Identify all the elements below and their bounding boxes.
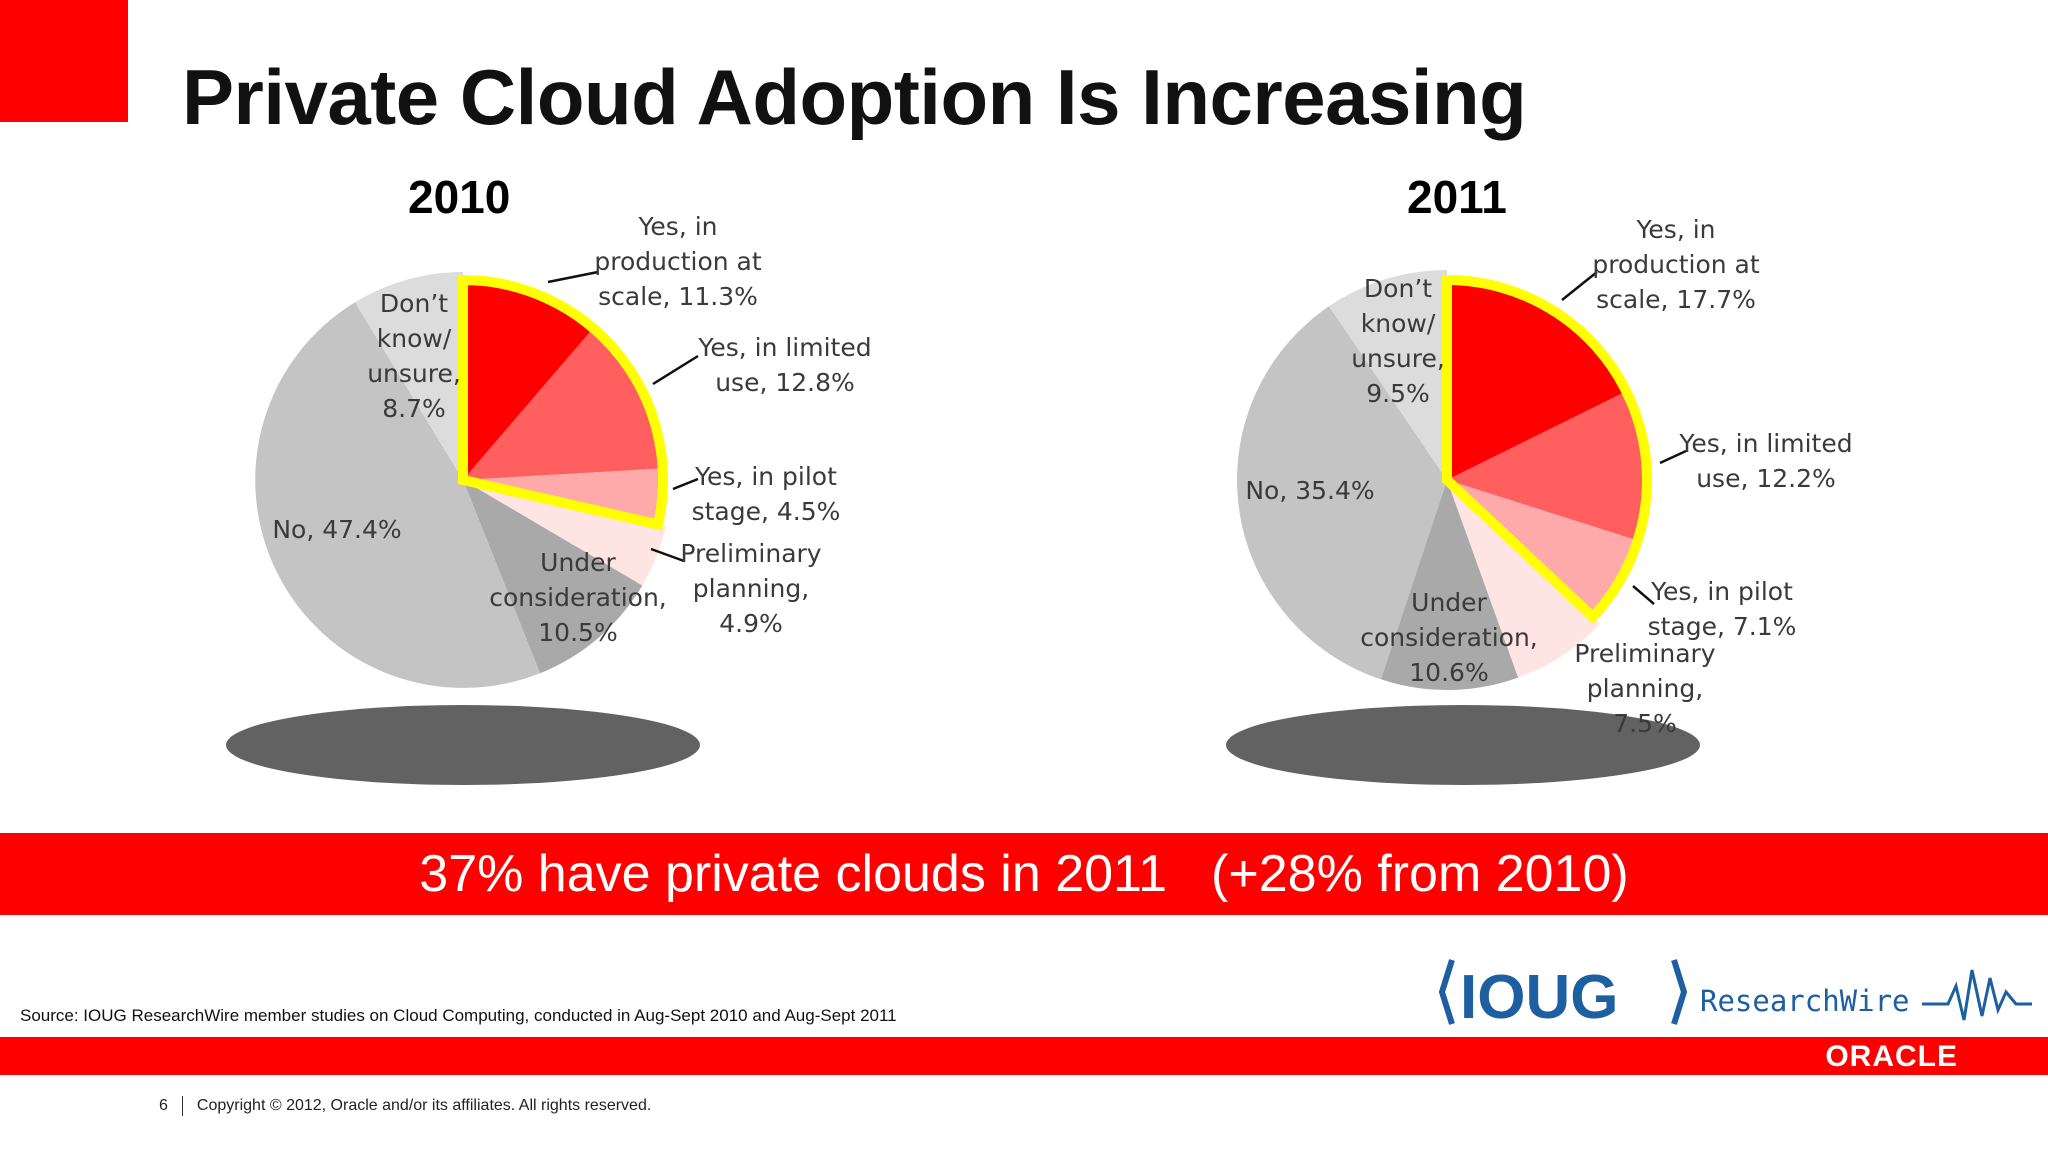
pie-slice-don-t-know-unsure <box>1329 270 1447 480</box>
logo-waveform <box>1922 969 2032 1021</box>
pie-2010: Yes, in production at scale, 11.3% Yes, in … <box>255 212 872 688</box>
slice-label-yes: Yes, in production at scale, 17.7% <box>1592 215 1760 314</box>
pie-2011-shadow <box>1226 705 1700 785</box>
pie-charts: Yes, in production at scale, 11.3% Yes, in … <box>226 212 1853 785</box>
leader-line <box>672 477 699 491</box>
pie-2010-shadow <box>226 705 700 785</box>
slice-label-no: No, 47.4% <box>272 515 401 544</box>
slice-label-don-t-know-unsure: Don’t know/unsure, 9.5% <box>1351 274 1445 408</box>
pie-slice-preliminary-planning <box>1447 480 1601 678</box>
slice-label-under-consideration: Under consideration, 10.6% <box>1360 588 1538 687</box>
logo-right-bracket <box>1671 959 1688 1025</box>
pie-slice-no <box>255 302 541 688</box>
source-note: Source: IOUG ResearchWire member studies… <box>20 1006 897 1025</box>
oracle-logo: ORACLE <box>1825 1040 1958 1073</box>
slice-label-preliminary-planning: Preliminary planning, 7.5% <box>1574 639 1715 738</box>
corner-accent-block <box>0 0 128 122</box>
chart-title-2011: 2011 <box>1407 171 1507 223</box>
slice-label-yes: Yes, in pilot stage, 4.5% <box>692 462 841 526</box>
logo-researchwire-text: ResearchWire <box>1700 984 1910 1018</box>
slice-label-yes: Yes, in production at scale, 11.3% <box>594 212 762 311</box>
leader-line <box>652 354 699 386</box>
copyright-text: Copyright © 2012, Oracle and/or its affi… <box>196 1097 652 1115</box>
pie-slice-yes <box>463 279 594 480</box>
pie-slice-no <box>1237 306 1447 680</box>
leader-line <box>1659 449 1687 465</box>
pie-slice-under-consideration <box>1380 480 1519 690</box>
pie-slice-yes <box>1447 391 1647 541</box>
leader-line <box>1632 585 1655 605</box>
bottom-red-bar <box>0 1037 2048 1075</box>
pie-slice-preliminary-planning <box>463 480 666 586</box>
banner-change-text: (+28% from 2010) <box>1211 845 1629 903</box>
slice-label-yes: Yes, in limited use, 12.2% <box>1678 429 1852 493</box>
slice-label-no: No, 35.4% <box>1245 476 1374 505</box>
logo-left-bracket <box>1438 959 1455 1025</box>
pie-slice-yes <box>463 328 663 480</box>
banner-main-text: 37% have private clouds in 2011 <box>419 845 1168 903</box>
leader-line <box>1561 271 1598 301</box>
slide-footer: 6 Copyright © 2012, Oracle and/or its aff… <box>159 1096 651 1116</box>
logo-ioug-text: IOUG <box>1460 963 1618 1032</box>
leader-line <box>650 547 685 563</box>
pie-slice-yes <box>1447 280 1627 480</box>
footer-divider <box>181 1096 183 1116</box>
summary-banner: 37% have private clouds in 2011 (+28% fr… <box>0 833 2048 915</box>
slice-label-yes: Yes, in limited use, 12.8% <box>697 333 871 397</box>
leader-line <box>547 270 599 284</box>
pie-slice-under-consideration <box>463 480 643 674</box>
slice-label-yes: Yes, in pilot stage, 7.1% <box>1648 577 1797 641</box>
slice-label-preliminary-planning: Preliminary planning, 4.9% <box>680 539 821 638</box>
pie-slice-don-t-know-unsure <box>355 272 463 480</box>
chart-title-2010: 2010 <box>408 171 511 223</box>
pie-2011: Yes, in production at scale, 17.7% Yes, in … <box>1237 215 1853 738</box>
highlight-outline <box>1442 274 1652 624</box>
page-number: 6 <box>159 1097 168 1115</box>
ioug-researchwire-logo: IOUG ResearchWire <box>1438 959 2032 1032</box>
slice-label-under-consideration: Under consideration, 10.5% <box>489 548 667 647</box>
slice-label-don-t-know-unsure: Don’t know/unsure, 8.7% <box>367 289 461 423</box>
pie-slice-yes <box>1447 480 1638 617</box>
slide-title: Private Cloud Adoption Is Increasing <box>182 53 1527 141</box>
highlight-outline <box>458 274 669 531</box>
